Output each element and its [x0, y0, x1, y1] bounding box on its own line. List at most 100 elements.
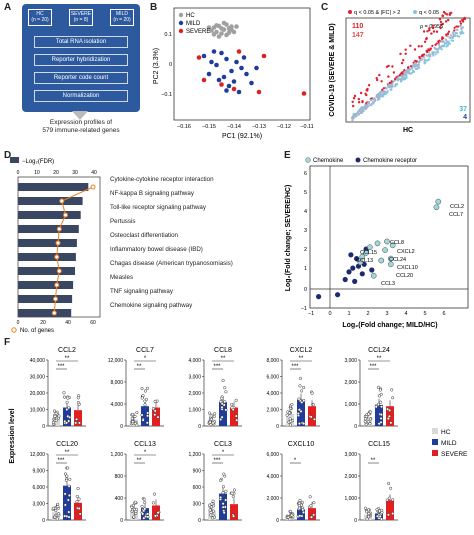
- y-tick-label: 3,000: [344, 358, 357, 364]
- pca-legend: HC MILD SEVERE: [178, 12, 210, 35]
- deg-point-up: [446, 13, 449, 16]
- sig-mark: *: [144, 450, 147, 456]
- sig-mark: **: [65, 450, 70, 456]
- pca-point-mild: [206, 71, 212, 77]
- sig-mark: **: [299, 356, 304, 362]
- top-tick: 20: [53, 170, 59, 176]
- deg-point: [427, 48, 430, 51]
- fc-frame: [309, 165, 469, 309]
- sample-dot: [302, 385, 306, 390]
- pca-point-severe: [231, 86, 237, 92]
- sample-dot: [366, 420, 370, 424]
- x-axis-label: Log₂(Fold change; MILD/HC): [342, 322, 437, 329]
- sample-dot: [376, 385, 380, 389]
- deg-point: [351, 119, 354, 122]
- sig-mark: **: [371, 458, 376, 464]
- sample-dot: [298, 384, 302, 388]
- x-tick: 3: [385, 311, 388, 317]
- chemokine-point: [382, 247, 388, 253]
- deg-point: [366, 102, 369, 105]
- sample-dot: [288, 509, 292, 513]
- deg-point: [461, 18, 464, 22]
- panel-label-f: F: [4, 337, 11, 348]
- deg-point: [411, 67, 414, 70]
- sample-dot: [140, 504, 144, 508]
- sample-dot: [391, 512, 395, 516]
- sample-dot: [219, 495, 223, 499]
- bottom-tick: 40: [65, 320, 71, 326]
- sample-dot: [145, 421, 149, 425]
- sample-dot: [74, 421, 78, 425]
- deg-point: [424, 61, 427, 64]
- receptor-point: [352, 278, 358, 284]
- expression-bar: [141, 508, 149, 520]
- sample-dot: [156, 511, 160, 515]
- sample-dot: [211, 499, 215, 503]
- sig-mark: ***: [57, 364, 65, 370]
- x-tick: 1: [347, 311, 350, 317]
- deg-point-up: [431, 24, 435, 27]
- expression-bar: [375, 404, 383, 426]
- deg-point: [447, 40, 450, 43]
- step-total-rna: Total RNA isolation: [34, 36, 128, 48]
- pathway-bar: [18, 211, 81, 219]
- y-tick-label: 1,000: [188, 408, 201, 414]
- y-axis-label: Expression level: [9, 408, 16, 463]
- top-tick: 30: [72, 170, 78, 176]
- legend-severe-label: SEVERE: [441, 451, 468, 458]
- expression-bar: [63, 485, 71, 520]
- sample-dot: [289, 406, 293, 410]
- sample-dot: [219, 417, 223, 422]
- y-tick: 3: [304, 228, 307, 234]
- sample-dot: [220, 415, 224, 419]
- sample-dot: [54, 508, 58, 513]
- deg-point-up: [404, 48, 407, 51]
- deg-point: [373, 97, 376, 100]
- deg-point: [412, 61, 415, 64]
- sample-dot: [363, 420, 367, 424]
- deg-point: [431, 52, 435, 55]
- legend-deg-marker: [348, 10, 352, 14]
- deg-point: [362, 109, 365, 112]
- y-tick-label: 0: [42, 518, 45, 524]
- pca-point-mild: [201, 53, 207, 59]
- sig-mark: *: [144, 356, 147, 362]
- deg-point: [393, 79, 396, 82]
- bottom-tick: 60: [90, 320, 96, 326]
- pathway-bar: [18, 225, 79, 233]
- y-tick-label: 9,000: [32, 469, 45, 475]
- y-axis-label: PC2 (3.3%): [153, 48, 160, 84]
- pathway-bar: [18, 281, 74, 289]
- sample-dot: [391, 498, 395, 502]
- deg-point: [418, 55, 421, 59]
- sample-dot: [130, 417, 134, 421]
- pca-point-mild: [236, 89, 242, 95]
- legend-chemokine-marker: [305, 157, 311, 163]
- deg-point: [409, 68, 412, 71]
- sample-dot: [224, 498, 228, 502]
- pathway-label: Inflammatory bowel disease (IBD): [110, 246, 203, 253]
- pca-point-mild: [214, 62, 219, 68]
- pca-point-mild: [254, 65, 259, 71]
- sample-dot: [62, 395, 67, 399]
- gene-count-dot: [54, 254, 60, 260]
- sample-dot: [231, 494, 235, 499]
- sample-dot: [379, 400, 383, 404]
- x-tick: 0: [328, 311, 331, 317]
- pca-point-severe: [236, 49, 242, 54]
- sample-dot: [363, 417, 368, 421]
- deg-point: [390, 88, 393, 91]
- deg-point: [445, 33, 448, 36]
- sample-dot: [390, 388, 394, 392]
- gene-title: CXCL2: [290, 347, 313, 354]
- pathway-list: Cytokine-cytokine receptor interaction N…: [110, 176, 270, 316]
- deg-point-up: [367, 84, 371, 87]
- deg-point: [391, 84, 394, 88]
- legend-mild-marker: [432, 439, 438, 445]
- y-tick-label: 1,000: [344, 496, 357, 502]
- y-tick: 0: [169, 62, 172, 68]
- deg-point: [388, 86, 391, 89]
- sample-dot: [364, 422, 368, 427]
- deg-point: [423, 53, 426, 56]
- sig-mark: *: [222, 450, 225, 456]
